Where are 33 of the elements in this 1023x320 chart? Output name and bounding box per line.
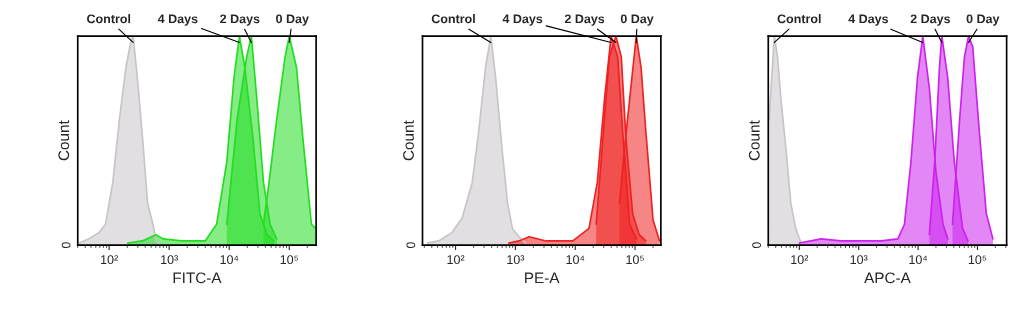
y-axis-title: Count <box>58 120 70 161</box>
text: 0 <box>61 242 71 249</box>
x-tick-label: 10³ <box>161 255 178 265</box>
series-label: 2 Days <box>564 14 605 26</box>
x-axis-title: PE-A <box>525 272 560 284</box>
x-tick-label: 10⁵ <box>968 255 987 265</box>
series-label: Control <box>777 14 821 24</box>
x-tick-label: 10² <box>447 255 465 265</box>
x-axis-title: FITC-A <box>173 272 222 284</box>
x-tick-label: 10⁵ <box>280 255 299 265</box>
text: 4 Days <box>848 14 889 26</box>
text: 4 Days <box>157 14 198 26</box>
text: 4 Days <box>502 14 543 26</box>
text: 0 <box>752 242 762 249</box>
series-label: 0 Day <box>966 14 1000 26</box>
x-tick-label: 10² <box>101 255 118 265</box>
y-axis-title: Count <box>748 120 760 161</box>
x-tick-label: 10⁴ <box>909 255 928 265</box>
text: 0 <box>406 242 416 249</box>
x-tick-label: 10³ <box>850 255 868 265</box>
series-label: Control <box>87 14 131 24</box>
x-tick-label: 10⁴ <box>220 255 239 265</box>
series-label: 2 Days <box>910 14 950 26</box>
x-tick-label: 10⁴ <box>566 255 585 265</box>
y-axis-title: Count <box>403 120 414 161</box>
series-label: 2 Days <box>220 14 260 26</box>
series-label: 0 Day <box>620 14 654 26</box>
series-label: Control <box>431 14 475 24</box>
x-tick-label: 10³ <box>507 255 525 265</box>
x-tick-label: 10⁵ <box>626 255 644 265</box>
x-tick-label: 10² <box>791 255 809 265</box>
x-axis-title: APC-A <box>864 272 911 284</box>
series-label: 0 Day <box>276 14 309 26</box>
